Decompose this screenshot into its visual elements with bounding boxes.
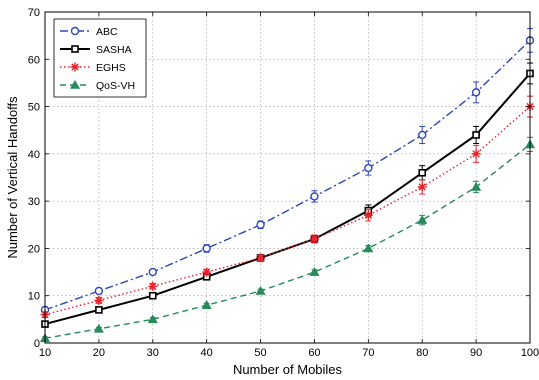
data-point	[148, 291, 157, 300]
data-point	[418, 168, 427, 177]
x-tick-label: 40	[201, 347, 213, 359]
data-point	[95, 306, 103, 314]
legend-marker	[70, 62, 80, 72]
legend-entry: QoS-VH	[60, 79, 135, 92]
data-point	[363, 210, 373, 220]
data-point	[471, 149, 481, 159]
asterisk-stroke	[149, 282, 157, 290]
x-tick-label: 100	[521, 347, 539, 359]
series-abc	[40, 28, 535, 315]
y-tick-label: 40	[28, 149, 40, 161]
series-line	[44, 143, 531, 339]
legend-box	[53, 18, 147, 98]
x-tick-label: 10	[39, 347, 51, 359]
data-point	[363, 243, 374, 253]
legend: ABC SASHA EGHS QoS-VH	[53, 18, 147, 98]
legend-entry: ABC	[60, 26, 118, 38]
legend-entry: SASHA	[60, 44, 132, 56]
data-point	[310, 192, 319, 201]
asterisk-stroke	[364, 211, 373, 220]
data-point	[471, 88, 481, 97]
data-point	[148, 281, 158, 291]
y-tick-label: 20	[28, 243, 40, 255]
y-tick-label: 60	[28, 54, 40, 66]
x-tick-label: 50	[254, 347, 266, 359]
data-point	[472, 131, 480, 139]
data-point	[256, 253, 266, 263]
data-point	[148, 267, 157, 277]
legend-entry: EGHS	[60, 62, 126, 74]
y-tick-label: 70	[28, 7, 40, 19]
asterisk-stroke	[256, 254, 265, 262]
data-point	[471, 181, 482, 191]
data-point	[364, 163, 373, 173]
asterisk-stroke	[310, 235, 319, 243]
asterisk-stroke	[95, 296, 103, 305]
x-tick-label: 90	[470, 347, 482, 359]
data-point	[418, 130, 427, 140]
data-point	[93, 323, 104, 333]
data-point	[255, 285, 266, 295]
y-axis-title: Number of Vertical Handoffs	[5, 96, 20, 259]
asterisk-stroke	[472, 150, 480, 158]
data-point	[201, 300, 212, 309]
x-tick-label: 30	[147, 347, 159, 359]
data-point	[417, 182, 427, 192]
y-tick-label: 50	[28, 102, 40, 114]
x-tick-label: 80	[416, 347, 428, 359]
data-point	[309, 234, 319, 244]
data-point	[202, 244, 211, 253]
legend-label: ABC	[96, 26, 118, 38]
y-tick-label: 0	[34, 338, 40, 350]
asterisk-stroke	[202, 268, 211, 276]
y-tick-label: 10	[28, 291, 40, 303]
legend-marker	[69, 79, 81, 89]
y-tick-label: 30	[28, 196, 40, 208]
x-axis-title: Number of Mobiles	[233, 362, 343, 377]
x-tick-label: 60	[308, 347, 320, 359]
data-point	[147, 314, 158, 324]
x-tick-label: 70	[362, 347, 374, 359]
data-point	[256, 220, 265, 229]
series-layer	[39, 28, 536, 343]
legend-marker	[70, 26, 80, 36]
legend-label: EGHS	[96, 62, 126, 74]
series-eghs	[40, 95, 535, 320]
data-point	[309, 266, 320, 276]
series-line	[44, 39, 531, 311]
asterisk-stroke	[71, 63, 79, 71]
series-line	[44, 72, 531, 326]
x-tick-label: 20	[93, 347, 105, 359]
plot-frame	[44, 11, 531, 344]
legend-label: SASHA	[96, 44, 132, 56]
data-point	[94, 286, 104, 296]
legend-label: QoS-VH	[96, 80, 135, 92]
series-qos-vh	[39, 136, 536, 343]
legend-marker	[71, 45, 79, 53]
asterisk-stroke	[418, 183, 426, 191]
data-point	[202, 267, 212, 277]
data-point	[94, 295, 104, 305]
data-point	[417, 214, 428, 224]
